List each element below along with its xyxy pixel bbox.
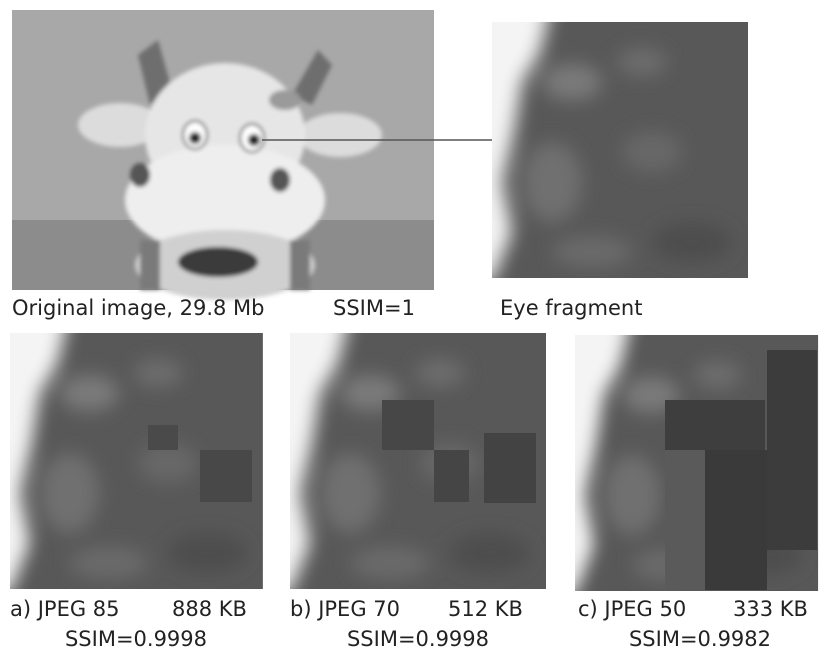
panel-size: 888 KB bbox=[172, 597, 247, 621]
panel-label: a) JPEG 85 bbox=[10, 597, 120, 621]
original-image bbox=[12, 10, 492, 300]
fragment-caption: Eye fragment bbox=[500, 296, 642, 320]
panel-label: c) JPEG 50 bbox=[578, 597, 686, 621]
figure: Original image, 29.8 Mb SSIM=1 Eye fragm… bbox=[0, 0, 819, 650]
eye-fragment bbox=[472, 2, 748, 282]
original-caption: Original image, 29.8 Mb bbox=[12, 296, 265, 320]
figure-graphics bbox=[0, 0, 819, 650]
panel-ssim: SSIM=0.9998 bbox=[65, 627, 207, 650]
jpeg-85-image bbox=[0, 313, 263, 593]
jpeg-50-image bbox=[556, 315, 818, 595]
panel-ssim: SSIM=0.9982 bbox=[629, 627, 771, 650]
panel-ssim: SSIM=0.9998 bbox=[347, 627, 489, 650]
panel-size: 333 KB bbox=[733, 597, 808, 621]
panel-label: b) JPEG 70 bbox=[290, 597, 400, 621]
original-ssim: SSIM=1 bbox=[333, 296, 415, 320]
panel-size: 512 KB bbox=[448, 597, 523, 621]
jpeg-70-image bbox=[270, 313, 546, 593]
